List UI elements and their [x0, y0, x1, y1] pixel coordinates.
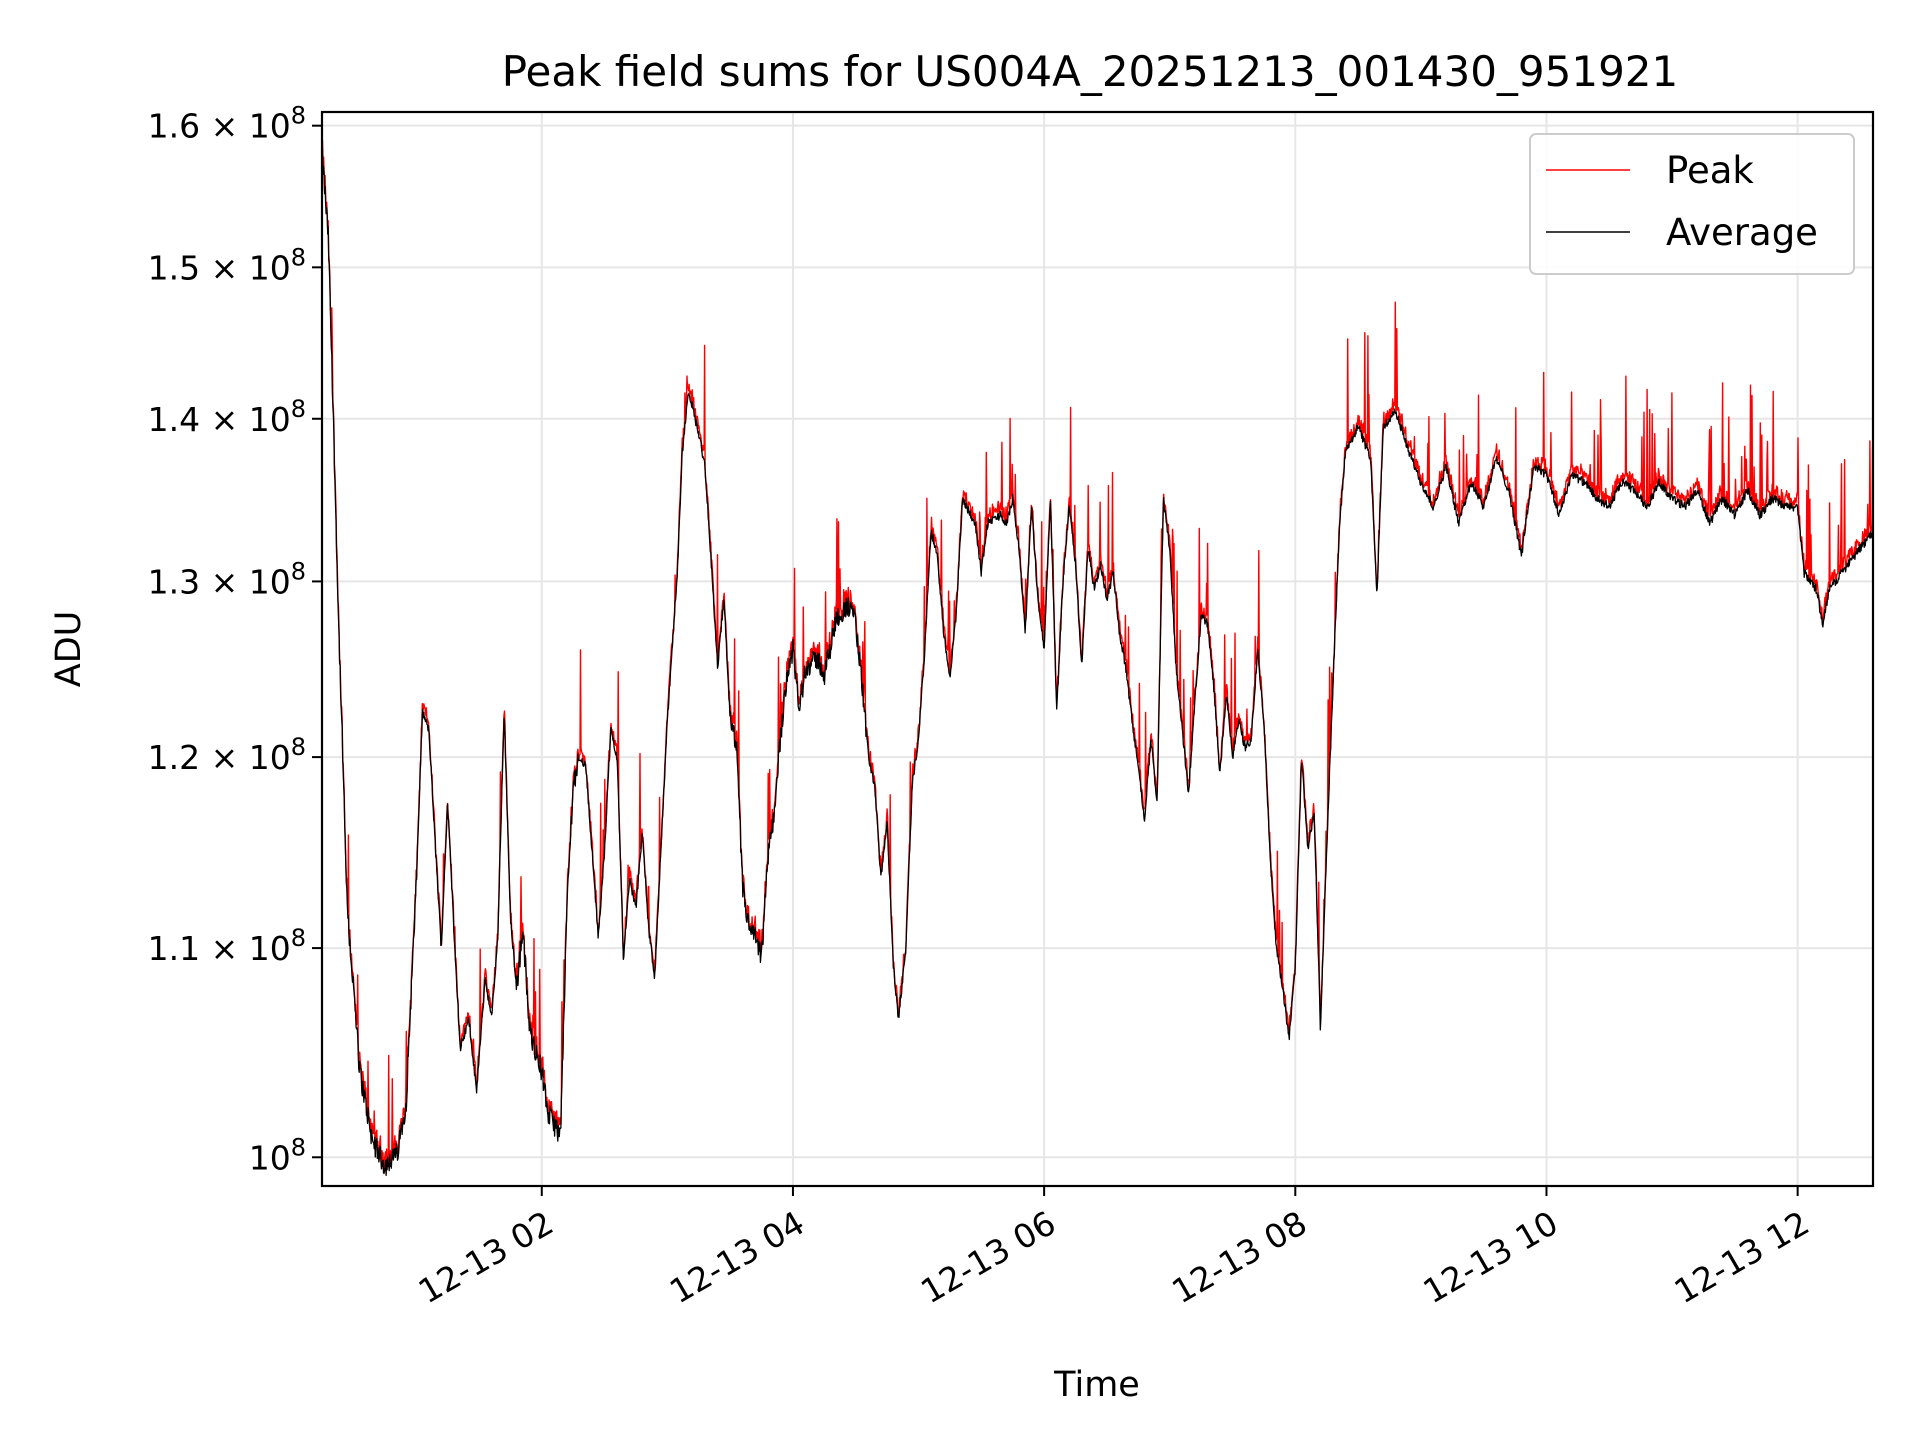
chart-title: Peak field sums for US004A_20251213_0014… — [502, 47, 1679, 96]
y-tick-exponent: 8 — [291, 102, 306, 130]
y-tick-mantissa: 1.4 × 10 — [148, 400, 291, 439]
y-tick-exponent: 8 — [291, 1133, 306, 1161]
x-axis-title: Time — [1053, 1365, 1140, 1405]
series-group — [322, 139, 1873, 1177]
plot-area-frame — [320, 110, 1875, 1188]
y-tick-exponent: 8 — [291, 733, 306, 761]
y-tick-label: 1.5 × 108 — [148, 243, 306, 287]
y-tick-exponent: 8 — [291, 557, 306, 585]
y-tick-label: 1.2 × 108 — [148, 733, 306, 777]
y-tick-label: 1.1 × 108 — [148, 924, 306, 968]
y-tick-mantissa: 1.3 × 10 — [148, 562, 291, 601]
y-tick-mantissa: 1.2 × 10 — [148, 738, 291, 777]
legend-peak-label: Peak — [1666, 149, 1754, 192]
y-tick-exponent: 8 — [291, 243, 306, 271]
y-tick-exponent: 8 — [291, 395, 306, 423]
y-tick-mantissa: 10 — [249, 1138, 291, 1177]
y-tick-label: 1.4 × 108 — [148, 395, 306, 439]
y-tick-label: 108 — [249, 1133, 306, 1177]
legend: Peak Average — [1529, 133, 1855, 275]
y-tick-label: 1.3 × 108 — [148, 557, 306, 601]
legend-box — [1529, 133, 1855, 275]
y-tick-mantissa: 1.5 × 10 — [148, 248, 291, 287]
y-tick-mantissa: 1.1 × 10 — [148, 929, 291, 968]
y-tick-label: 1.6 × 108 — [148, 102, 306, 146]
series-line-average — [322, 148, 1873, 1177]
y-axis-title: ADU — [49, 611, 89, 688]
y-tick-exponent: 8 — [291, 924, 306, 952]
y-tick-mantissa: 1.6 × 10 — [148, 107, 291, 146]
legend-average-label: Average — [1666, 211, 1818, 254]
